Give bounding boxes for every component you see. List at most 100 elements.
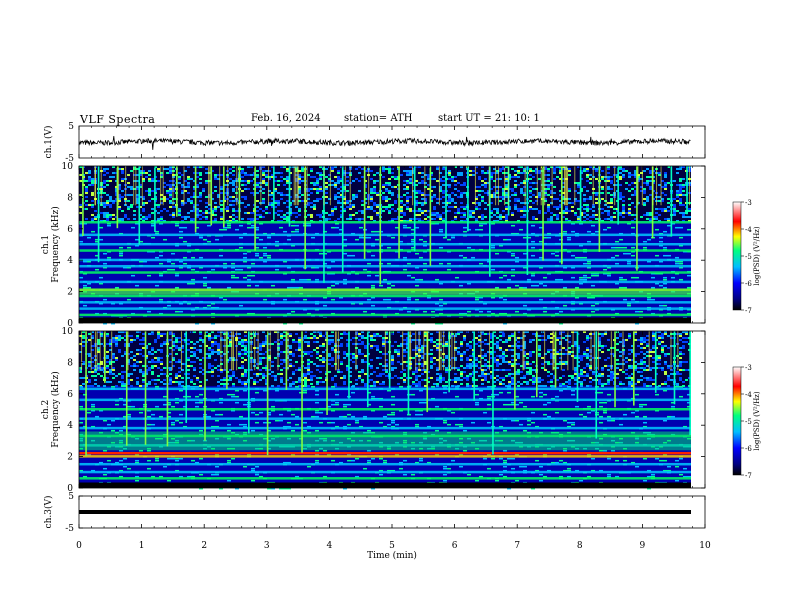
speckle (109, 204, 112, 206)
speckle (247, 174, 250, 176)
speckle (592, 216, 595, 218)
speckle (613, 212, 616, 214)
speckle (634, 174, 637, 176)
speckle (495, 252, 499, 255)
speckle (391, 355, 394, 357)
speckle (481, 355, 484, 357)
speckle (643, 369, 646, 371)
speckle (178, 367, 181, 369)
speckle (562, 337, 565, 339)
speckle (436, 349, 439, 351)
speckle (388, 178, 391, 180)
speckle (142, 208, 145, 210)
speckle (211, 192, 214, 194)
speckle (316, 337, 319, 339)
speckle (577, 186, 580, 188)
speckle (634, 192, 637, 194)
speckle (103, 170, 106, 172)
speckle (243, 256, 247, 259)
speckle (217, 196, 220, 198)
speckle (583, 351, 586, 353)
speckle (331, 166, 334, 168)
speckle (121, 365, 124, 367)
speckle (337, 172, 340, 174)
speckle (430, 214, 433, 216)
sferic-line (540, 166, 542, 206)
speckle (371, 286, 375, 289)
speckle (547, 220, 550, 222)
ch1-waveform-line (78, 135, 691, 150)
speckle (559, 349, 562, 351)
speckle (160, 349, 163, 351)
speckle (275, 244, 279, 247)
speckle (387, 262, 391, 265)
speckle (543, 310, 547, 313)
sferic-line (495, 166, 497, 206)
speckle (163, 341, 166, 343)
speckle (211, 198, 214, 200)
speckle (550, 184, 553, 186)
speckle (646, 339, 649, 341)
speckle (379, 335, 382, 337)
speckle (607, 339, 610, 341)
speckle (407, 310, 411, 313)
speckle (646, 196, 649, 198)
speckle (193, 218, 196, 220)
speckle (619, 341, 622, 343)
speckle (256, 375, 259, 377)
speckle (136, 353, 139, 355)
speckle (496, 212, 499, 214)
speckle (403, 194, 406, 196)
speckle (376, 172, 379, 174)
speckle (586, 176, 589, 178)
speckle (220, 200, 223, 202)
speckle (523, 194, 526, 196)
sferic-line (598, 166, 601, 252)
speckle (208, 212, 211, 214)
speckle (667, 202, 670, 204)
speckle (442, 212, 445, 214)
speckle (163, 196, 166, 198)
speckle (406, 343, 409, 345)
speckle (208, 365, 211, 367)
speckle (514, 186, 517, 188)
speckle (387, 246, 391, 249)
speckle (526, 353, 529, 355)
speckle (463, 351, 466, 353)
speckle (430, 359, 433, 361)
speckle (106, 371, 109, 373)
speckle (565, 363, 568, 365)
speckle (652, 337, 655, 339)
sferic-line (323, 166, 325, 283)
speckle (459, 254, 463, 257)
speckle (307, 365, 310, 367)
speckle (208, 363, 211, 365)
speckle (580, 172, 583, 174)
speckle (478, 186, 481, 188)
speckle (555, 278, 559, 281)
speckle (652, 367, 655, 369)
sferic-line (561, 166, 563, 265)
speckle (379, 351, 382, 353)
speckle (436, 212, 439, 214)
speckle (340, 343, 343, 345)
speckle (205, 218, 208, 220)
speckle (502, 172, 505, 174)
speckle (295, 212, 298, 214)
speckle (454, 347, 457, 349)
speckle (511, 168, 514, 170)
speckle (436, 216, 439, 218)
speckle (559, 166, 562, 168)
speckle (316, 200, 319, 202)
speckle (115, 190, 118, 192)
speckle (550, 357, 553, 359)
speckle (607, 266, 611, 269)
speckle (448, 178, 451, 180)
speckle (415, 214, 418, 216)
speckle (544, 184, 547, 186)
speckle (529, 367, 532, 369)
speckle (580, 178, 583, 180)
speckle (304, 331, 307, 333)
speckle (307, 353, 310, 355)
speckle (520, 365, 523, 367)
